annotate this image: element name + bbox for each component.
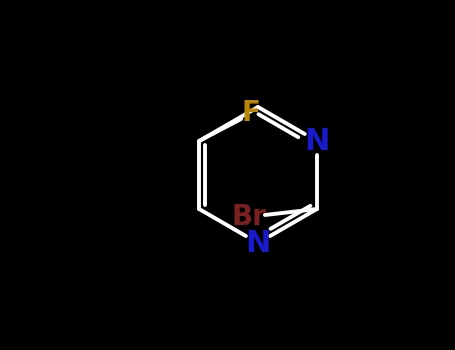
Text: Br: Br [232, 203, 266, 231]
Text: N: N [304, 126, 329, 155]
Text: N: N [245, 229, 271, 258]
Text: F: F [242, 99, 261, 127]
